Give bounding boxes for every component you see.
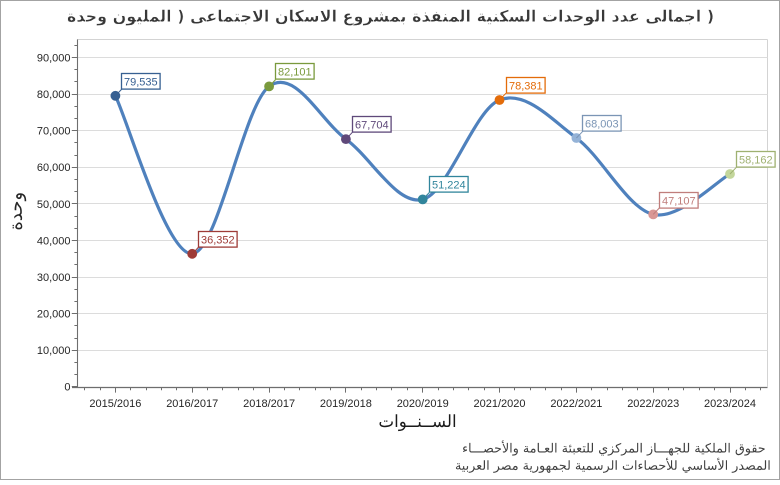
svg-text:2023/2024: 2023/2024 <box>704 398 756 410</box>
svg-text:2021/2020: 2021/2020 <box>474 398 526 410</box>
svg-text:30,000: 30,000 <box>37 272 71 284</box>
svg-text:60,000: 60,000 <box>37 162 71 174</box>
svg-text:79,535: 79,535 <box>124 77 158 89</box>
svg-text:0: 0 <box>64 382 70 394</box>
svg-text:78,381: 78,381 <box>509 81 543 93</box>
svg-text:2022/2023: 2022/2023 <box>627 398 679 410</box>
svg-text:70,000: 70,000 <box>37 126 71 138</box>
svg-text:2016/2017: 2016/2017 <box>166 398 218 410</box>
svg-text:90,000: 90,000 <box>37 52 71 64</box>
svg-text:47,107: 47,107 <box>662 196 696 208</box>
svg-text:2019/2018: 2019/2018 <box>320 398 372 410</box>
svg-text:67,704: 67,704 <box>355 120 389 132</box>
svg-text:2018/2017: 2018/2017 <box>243 398 295 410</box>
svg-text:82,101: 82,101 <box>278 67 312 79</box>
svg-text:10,000: 10,000 <box>37 345 71 357</box>
svg-text:36,352: 36,352 <box>201 235 235 247</box>
svg-text:2020/2019: 2020/2019 <box>397 398 449 410</box>
svg-text:80,000: 80,000 <box>37 89 71 101</box>
svg-text:40,000: 40,000 <box>37 235 71 247</box>
svg-text:51,224: 51,224 <box>432 180 466 192</box>
svg-text:50,000: 50,000 <box>37 199 71 211</box>
svg-text:2022/2021: 2022/2021 <box>550 398 602 410</box>
svg-text:2015/2016: 2015/2016 <box>89 398 141 410</box>
svg-text:58,162: 58,162 <box>739 155 773 167</box>
svg-text:20,000: 20,000 <box>37 309 71 321</box>
svg-text:68,003: 68,003 <box>585 119 619 131</box>
